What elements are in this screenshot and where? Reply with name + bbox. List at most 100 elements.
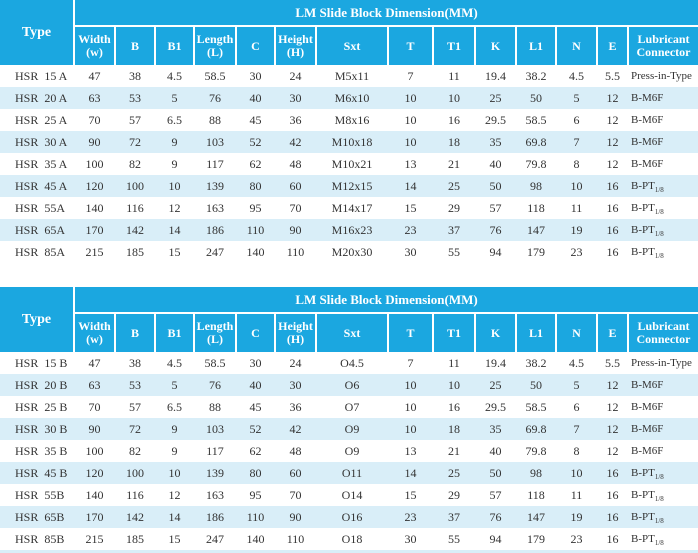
lubricant-thread-size-subscript: 1/8 — [654, 517, 664, 526]
dimension-value: 35 — [475, 418, 516, 440]
dimension-value: 16 — [448, 112, 460, 127]
dimension-value: 117 — [206, 443, 224, 458]
dimension-value: 14 — [155, 219, 194, 241]
table-row: HSR 45 B 120 100 10 139 80 60 O11 14 25 50 98 10 16 B-… — [0, 462, 698, 484]
dimension-value: 29 — [448, 200, 460, 215]
dimension-value: 12 — [168, 200, 181, 215]
dimension-value: 88 — [209, 399, 221, 414]
dimension-value: 16 — [597, 462, 628, 484]
dimension-value: 55 — [448, 531, 460, 546]
dimension-value: 30 — [249, 355, 262, 370]
dimension-value: 57 — [489, 200, 502, 215]
dimension-value: 79.8 — [525, 156, 547, 171]
dimension-value: 98 — [516, 175, 556, 197]
dimension-value: 53 — [115, 374, 155, 396]
dimension-value: 38.2 — [525, 355, 547, 370]
dimension-value: 50 — [475, 175, 516, 197]
lubricant-connector-text: Press-in-Type — [631, 357, 692, 369]
col-header-b1: B1 — [154, 26, 194, 65]
dimension-value: 58.5 — [525, 112, 547, 127]
dimension-value: O16 — [316, 506, 388, 528]
dimension-value: 9 — [155, 418, 194, 440]
dimension-value: 247 — [206, 531, 224, 546]
dimension-value: 82 — [129, 156, 141, 171]
dimension-value: O4.5 — [340, 355, 364, 370]
dimension-value: 10 — [556, 462, 597, 484]
dimension-value: 47 — [88, 68, 101, 83]
dimension-value: 16 — [597, 175, 628, 197]
lubricant-thread-size-subscript: 1/8 — [654, 473, 664, 482]
dimension-value: 48 — [289, 156, 302, 171]
dimension-value: 57 — [489, 487, 502, 502]
dimension-value: 79.8 — [525, 443, 547, 458]
dimension-value: 40 — [489, 443, 502, 458]
dimension-value: 52 — [236, 131, 275, 153]
dimension-value: M5x11 — [334, 68, 370, 83]
dimension-value: 60 — [275, 175, 316, 197]
dimension-value: 4.5 — [167, 355, 182, 370]
lubricant-connector-text: B-M6F — [631, 114, 664, 126]
table-bottom-border — [0, 550, 698, 553]
dimension-value: 6 — [573, 112, 580, 127]
col-header-height: Height (H) — [274, 26, 316, 65]
lubricant-connector-text: B-PT — [631, 246, 655, 258]
dimension-value: 118 — [527, 200, 545, 215]
dimension-value: M10x21 — [331, 156, 373, 171]
dimension-value: 9 — [171, 443, 178, 458]
dimension-value: 116 — [126, 487, 144, 502]
col-header-n: N — [555, 313, 597, 352]
table-row: HSR 65B 170 142 14 186 110 90 O16 23 37 76 147 19 16 B… — [0, 506, 698, 528]
dimension-value: 24 — [289, 355, 302, 370]
dimension-value: 30 — [275, 87, 316, 109]
table-gap — [0, 263, 698, 287]
lubricant-connector-text: B-M6F — [631, 158, 664, 170]
dimension-value: 76 — [475, 506, 516, 528]
dimension-value: 110 — [286, 531, 305, 546]
lubricant-connector-text: B-M6F — [631, 401, 664, 413]
dimension-value: 215 — [85, 244, 104, 259]
dimension-value: 23 — [570, 531, 583, 546]
lubricant-connector-value: B-M6F — [628, 418, 698, 440]
dimension-value: 179 — [527, 244, 545, 259]
lubricant-connector-text: B-PT — [631, 511, 655, 523]
lubricant-connector-value: B-M6F — [628, 396, 698, 418]
dimension-value: 62 — [249, 156, 262, 171]
dimension-value: 19.4 — [485, 355, 506, 370]
dimension-value: 15 — [404, 487, 417, 502]
dimension-value: 23 — [570, 244, 583, 259]
dimension-value: 185 — [126, 531, 144, 546]
lubricant-connector-value: Press-in-Type — [628, 65, 698, 87]
dimension-value: O6 — [316, 374, 388, 396]
dimension-value: 5 — [556, 87, 597, 109]
dimension-value: 25 — [475, 374, 516, 396]
dimension-value: 118 — [527, 487, 545, 502]
lubricant-thread-size-subscript: 1/8 — [654, 252, 664, 261]
dimension-value: 94 — [489, 244, 502, 259]
col-header-width: Width (w) — [73, 313, 115, 352]
lubricant-connector-value: B-M6F — [628, 440, 698, 462]
row-type-label: HSR 35 B — [15, 443, 68, 458]
col-header-c: C — [235, 26, 275, 65]
lubricant-connector-text: B-M6F — [631, 445, 664, 457]
dimension-value: O9 — [316, 418, 388, 440]
lubricant-connector-value: B-M6F — [628, 131, 698, 153]
dimension-value: 117 — [206, 156, 224, 171]
dimension-value: 58.5 — [525, 399, 547, 414]
dimension-value: 100 — [115, 175, 155, 197]
dimension-value: M12x15 — [316, 175, 388, 197]
dimension-value: 12 — [606, 112, 619, 127]
dimension-value: 76 — [194, 374, 236, 396]
dimension-value: O9 — [344, 443, 360, 458]
col-header-length: Length (L) — [193, 26, 236, 65]
dimension-value: 12 — [597, 418, 628, 440]
table-row: HSR 35 B 100 82 9 117 62 48 O9 13 21 40 79.8 8 12 B-M6… — [0, 440, 698, 462]
dimension-value: 15 — [404, 200, 417, 215]
table-header: Type LM Slide Block Dimension(MM) Width … — [0, 0, 698, 65]
lubricant-connector-text: B-M6F — [631, 379, 664, 391]
row-type-label: HSR 85A — [15, 244, 66, 259]
table-row: HSR 15 B 47 38 4.5 58.5 30 24 O4.5 7 11 19.4 38.2 4.… — [0, 352, 698, 374]
lubricant-connector-value: B-PT1/8 — [628, 462, 698, 484]
dimension-value: 110 — [286, 244, 305, 259]
row-type-label: HSR 35 A — [15, 156, 68, 171]
dimension-value: 70 — [289, 200, 302, 215]
